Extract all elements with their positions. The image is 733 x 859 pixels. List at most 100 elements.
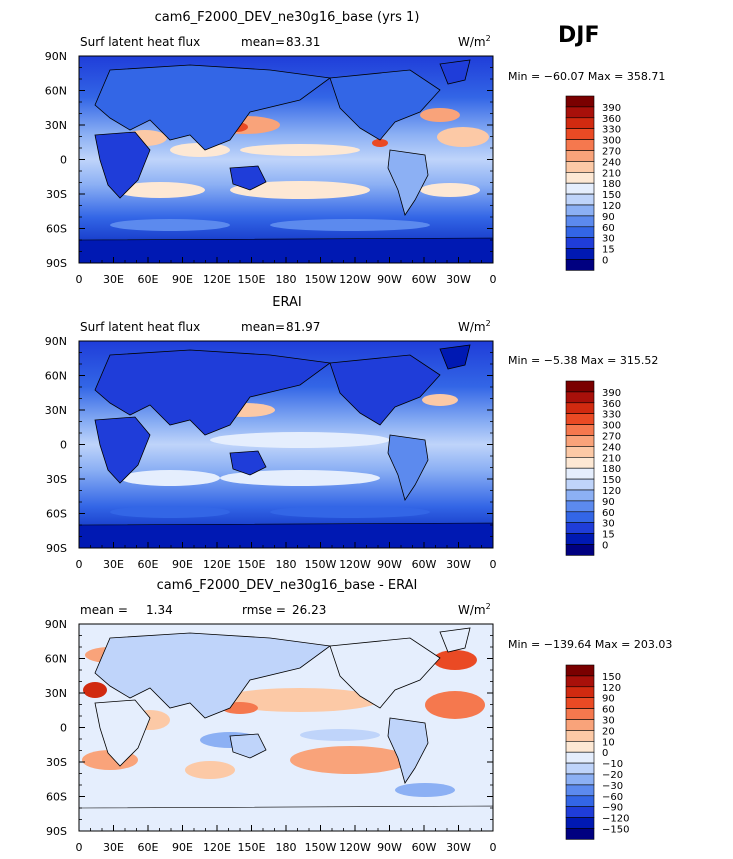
- colorbar-label: −90: [602, 803, 623, 814]
- lat-tick-label: 60N: [45, 85, 67, 98]
- colorbar-box: [565, 391, 595, 404]
- lat-axis: 90N 60N 30N 0 30S 60S 90S: [45, 50, 493, 270]
- colorbar-label: 90: [602, 212, 615, 223]
- colorbar-box: [565, 193, 595, 206]
- colorbar-box: [565, 795, 595, 807]
- mean-value: 1.34: [146, 603, 173, 617]
- lon-tick-label: 60W: [412, 558, 437, 571]
- colorbar-box: [565, 215, 595, 228]
- lat-tick-label: 0: [60, 439, 67, 452]
- colorbar-label: 120: [602, 201, 621, 212]
- colorbar-box: [565, 773, 595, 786]
- colorbar-label: 150: [602, 672, 621, 683]
- colorbar-box: [565, 751, 595, 764]
- colorbar-box: [565, 500, 595, 513]
- colorbar-label: 390: [602, 103, 621, 114]
- map-field: [78, 56, 494, 264]
- lon-tick-label: 30W: [446, 841, 471, 854]
- lon-tick-label: 0: [490, 558, 497, 571]
- colorbar-box: [565, 106, 595, 119]
- colorbar-label: 300: [602, 421, 621, 432]
- lon-tick-label: 60E: [138, 273, 159, 286]
- lat-tick-label: 30S: [46, 188, 67, 201]
- minmax-label: Min = −139.64 Max = 203.03: [508, 638, 672, 651]
- lon-tick-label: 180: [276, 273, 297, 286]
- colorbar-label: 150: [602, 190, 621, 201]
- lat-tick-label: 90S: [46, 825, 67, 838]
- panel-title: cam6_F2000_DEV_ne30g16_base - ERAI: [157, 578, 418, 593]
- colorbar-label: 60: [602, 223, 615, 234]
- colorbar-label: 0: [602, 541, 608, 552]
- lon-tick-label: 90W: [377, 273, 402, 286]
- panel-obs: ERAI Surf latent heat flux mean= 81.97 W…: [45, 295, 659, 571]
- colorbar-label: 0: [602, 256, 608, 267]
- lat-tick-label: 0: [60, 722, 67, 735]
- colorbar-box: [565, 708, 595, 720]
- colorbar-label: 90: [602, 497, 615, 508]
- colorbar-box: [565, 237, 595, 249]
- lon-tick-label: 30E: [103, 558, 124, 571]
- colorbar-box: [565, 697, 595, 709]
- lon-tick-label: 30W: [446, 558, 471, 571]
- colorbar-box: [565, 424, 595, 436]
- colorbar-label: 390: [602, 388, 621, 399]
- colorbar-label: 270: [602, 147, 621, 158]
- panel-diff: cam6_F2000_DEV_ne30g16_base - ERAI mean …: [45, 578, 673, 854]
- colorbar-label: 90: [602, 694, 615, 705]
- map-field: [78, 624, 494, 832]
- lon-tick-label: 30E: [103, 273, 124, 286]
- lon-tick-label: 120E: [203, 841, 231, 854]
- lon-tick-label: 60W: [412, 273, 437, 286]
- lon-axis: 0 30E 60E 90E 120E 150E 180 150W 120W 90W 60W 30W 0: [76, 257, 497, 286]
- lon-axis: 0 30E 60E 90E 120E 150E 180 150W 120W 90W 60W 30W 0: [76, 825, 497, 854]
- colorbar-label: 20: [602, 726, 615, 737]
- lat-tick-label: 60N: [45, 653, 67, 666]
- colorbar-box: [565, 259, 595, 271]
- colorbar-label: 330: [602, 410, 621, 421]
- colorbar-box: [565, 117, 595, 130]
- colorbar-box: [565, 446, 595, 458]
- colorbar-box: [565, 413, 595, 425]
- lat-tick-label: 0: [60, 154, 67, 167]
- lon-tick-label: 150E: [238, 273, 266, 286]
- colorbar-box: [565, 730, 595, 742]
- minmax-label: Min = −5.38 Max = 315.52: [508, 354, 658, 367]
- lat-tick-label: 30N: [45, 119, 67, 132]
- lon-tick-label: 90W: [377, 841, 402, 854]
- colorbar-label: 180: [602, 464, 621, 475]
- colorbar-label: −150: [602, 825, 629, 836]
- colorbar-box: [565, 533, 595, 545]
- lon-tick-label: 60E: [138, 841, 159, 854]
- lat-tick-label: 60S: [46, 223, 67, 236]
- colorbar-box: [565, 806, 595, 818]
- lon-tick-label: 0: [490, 273, 497, 286]
- lat-tick-label: 90S: [46, 257, 67, 270]
- colorbar-label: 210: [602, 168, 621, 179]
- colorbar-box: [565, 161, 595, 173]
- lon-tick-label: 90E: [172, 841, 193, 854]
- lon-tick-label: 60W: [412, 841, 437, 854]
- lat-tick-label: 90N: [45, 50, 67, 63]
- lat-axis: 90N 60N 30N 0 30S 60S 90S: [45, 618, 493, 838]
- lat-tick-label: 30S: [46, 756, 67, 769]
- colorbar-label: 30: [602, 519, 615, 530]
- lon-tick-label: 90E: [172, 273, 193, 286]
- lat-tick-label: 60S: [46, 508, 67, 521]
- minmax-label: Min = −60.07 Max = 358.71: [508, 70, 665, 83]
- colorbar-label: 300: [602, 136, 621, 147]
- colorbar-box: [565, 686, 595, 698]
- lat-tick-label: 30N: [45, 404, 67, 417]
- colorbar-box: [565, 380, 595, 393]
- lon-tick-label: 150W: [305, 558, 337, 571]
- colorbar-label: 60: [602, 508, 615, 519]
- mean-value: 81.97: [286, 320, 320, 334]
- colorbar-label: 15: [602, 245, 615, 256]
- colorbar-box: [565, 95, 595, 108]
- colorbar-box: [565, 544, 595, 556]
- lat-tick-label: 90N: [45, 618, 67, 631]
- colorbar-label: −20: [602, 770, 623, 781]
- colorbar-label: 270: [602, 432, 621, 443]
- colorbar-box: [565, 489, 595, 502]
- lon-tick-label: 30W: [446, 273, 471, 286]
